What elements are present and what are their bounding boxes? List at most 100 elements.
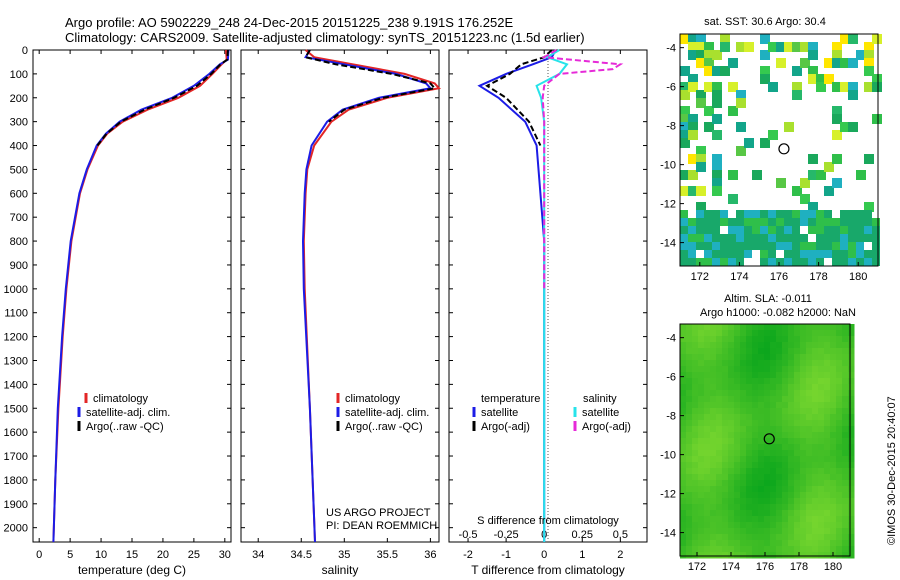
- sla-cell: [818, 504, 825, 511]
- sla-cell: [752, 552, 759, 559]
- sst-cell: [864, 218, 872, 226]
- sst-cell: [872, 242, 880, 250]
- sla-cell: [794, 552, 801, 559]
- sla-cell: [722, 384, 729, 391]
- sla-cell: [722, 510, 729, 517]
- sla-cell: [818, 534, 825, 541]
- sst-cell: [736, 210, 744, 218]
- sst-cell: [712, 186, 722, 196]
- sla-cell: [704, 540, 711, 547]
- sla-cell: [752, 426, 759, 433]
- sla-cell: [836, 378, 843, 385]
- sla-cell: [716, 546, 723, 553]
- sla-cell: [830, 450, 837, 457]
- sla-cell: [818, 360, 825, 367]
- sla-cell: [758, 516, 765, 523]
- sla-cell: [800, 486, 807, 493]
- sla-cell: [776, 528, 783, 535]
- sla-cell: [698, 402, 705, 409]
- sla-cell: [740, 366, 747, 373]
- sst-cell: [864, 226, 872, 234]
- sla-cell: [722, 486, 729, 493]
- sla-cell: [770, 480, 777, 487]
- sla-cell: [842, 546, 849, 553]
- sst-cell: [832, 154, 842, 164]
- sla-cell: [758, 408, 765, 415]
- sla-cell: [692, 336, 699, 343]
- sla-cell: [680, 372, 687, 379]
- sla-cell: [722, 396, 729, 403]
- depth-tick-label: 1100: [4, 308, 28, 320]
- sla-cell: [734, 420, 741, 427]
- depth-tick-label: 600: [10, 188, 28, 200]
- sla-cell: [764, 354, 771, 361]
- depth-tick-label: 1300: [4, 355, 28, 367]
- sla-cell: [722, 438, 729, 445]
- sla-cell: [830, 510, 837, 517]
- sla-cell: [842, 360, 849, 367]
- sla-cell: [692, 528, 699, 535]
- sla-cell: [812, 414, 819, 421]
- sla-cell: [734, 510, 741, 517]
- sla-cell: [716, 492, 723, 499]
- sla-cell: [722, 360, 729, 367]
- sst-cell: [736, 258, 744, 266]
- sla-cell: [818, 468, 825, 475]
- sla-cell: [848, 372, 855, 379]
- sla-cell: [740, 444, 747, 451]
- sla-cell: [806, 522, 813, 529]
- sla-cell: [752, 456, 759, 463]
- sla-cell: [776, 468, 783, 475]
- sla-cell: [806, 426, 813, 433]
- sla-cell: [830, 354, 837, 361]
- sla-cell: [698, 540, 705, 547]
- sst-cell: [712, 234, 720, 242]
- sla-cell: [788, 468, 795, 475]
- sla-cell: [704, 522, 711, 529]
- map-y-tick-label: -6: [666, 372, 676, 384]
- legend-t-argo: Argo(-adj): [481, 421, 530, 433]
- sst-cell: [816, 218, 824, 226]
- sla-cell: [716, 528, 723, 535]
- sla-cell: [788, 420, 795, 427]
- sla-cell: [698, 474, 705, 481]
- sst-cell: [768, 82, 778, 92]
- sla-cell: [680, 540, 687, 547]
- sla-cell: [728, 498, 735, 505]
- sla-cell: [836, 342, 843, 349]
- sla-cell: [800, 414, 807, 421]
- sla-cell: [746, 426, 753, 433]
- sla-cell: [788, 480, 795, 487]
- sla-cell: [770, 474, 777, 481]
- sla-cell: [794, 408, 801, 415]
- sla-cell: [686, 510, 693, 517]
- sla-cell: [710, 402, 717, 409]
- sst-cell: [744, 218, 752, 226]
- sla-cell: [686, 336, 693, 343]
- sla-cell: [788, 348, 795, 355]
- sla-cell: [710, 534, 717, 541]
- map-x-tick-label: 180: [824, 561, 842, 573]
- sla-cell: [746, 516, 753, 523]
- sla-cell: [716, 444, 723, 451]
- sla-cell: [746, 336, 753, 343]
- sla-cell: [770, 456, 777, 463]
- map-x-tick-label: 180: [849, 271, 867, 283]
- sla-cell: [800, 384, 807, 391]
- sla-cell: [680, 480, 687, 487]
- sla-cell: [740, 474, 747, 481]
- sla-cell: [686, 534, 693, 541]
- sla-cell: [770, 414, 777, 421]
- sla-cell: [740, 540, 747, 547]
- sla-cell: [740, 426, 747, 433]
- sla-cell: [716, 408, 723, 415]
- sla-cell: [758, 534, 765, 541]
- sla-cell: [758, 366, 765, 373]
- sla-cell: [710, 408, 717, 415]
- sla-cell: [806, 546, 813, 553]
- s-tick-label: 0.5: [613, 529, 628, 541]
- sla-cell: [734, 366, 741, 373]
- sla-cell: [728, 348, 735, 355]
- sla-cell: [758, 552, 765, 559]
- sla-cell: [686, 360, 693, 367]
